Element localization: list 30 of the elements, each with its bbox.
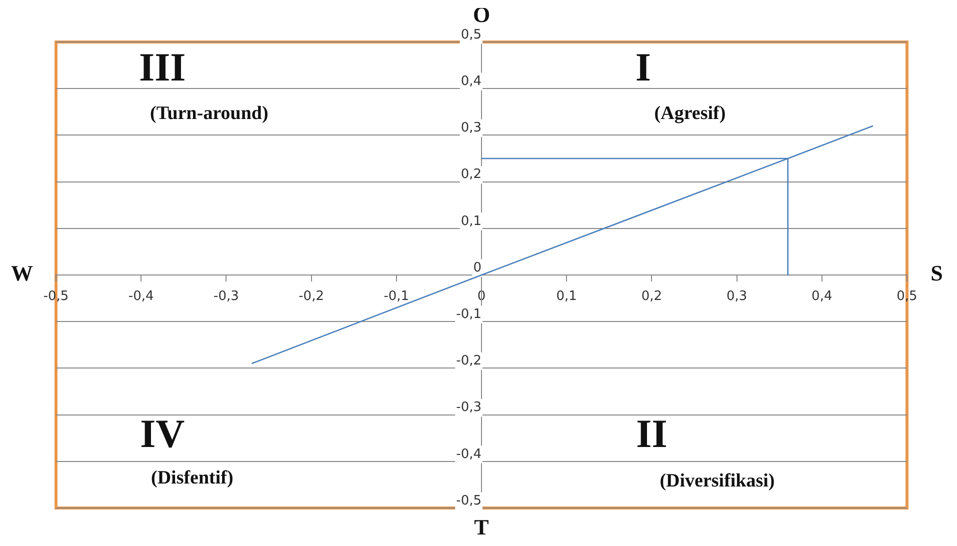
x-tick-label: 0,2 xyxy=(641,289,662,304)
x-tick-label: -0,2 xyxy=(298,289,324,304)
y-tick-label: 0,1 xyxy=(460,214,482,229)
y-tick-label: -0,5 xyxy=(456,493,482,508)
y-tick-label: -0,2 xyxy=(456,354,482,369)
annotation: (Diversifikasi) xyxy=(660,470,775,492)
annotation: (Agresif) xyxy=(654,103,726,124)
x-tick-label: -0,1 xyxy=(384,289,410,304)
annotation: II xyxy=(636,411,668,456)
x-tick-label: 0,3 xyxy=(726,289,748,304)
text: T xyxy=(474,514,490,540)
x-tick-label: -0,4 xyxy=(128,289,154,304)
x-tick-label: 0,1 xyxy=(556,289,577,304)
text: W xyxy=(10,260,33,286)
y-tick-label: 0,2 xyxy=(460,167,482,182)
y-tick-label: 0 xyxy=(473,260,482,276)
annotation: IV xyxy=(140,411,185,456)
y-tick-label: -0,3 xyxy=(456,400,482,416)
y-tick-label: 0,3 xyxy=(460,120,482,136)
text: S xyxy=(930,260,943,286)
y-tick-label: -0,1 xyxy=(456,306,482,322)
annotation: (Disfentif) xyxy=(151,468,234,489)
x-tick-label: -0,3 xyxy=(214,289,239,304)
annotation: III xyxy=(139,44,186,90)
annotation: I xyxy=(635,44,651,90)
y-tick-label: -0,4 xyxy=(456,446,482,462)
y-tick-label: 0,5 xyxy=(460,27,482,42)
y-tick-label: 0,4 xyxy=(460,74,482,89)
annotation: (Turn-around) xyxy=(150,103,268,124)
x-tick-label: 0,4 xyxy=(812,289,832,304)
